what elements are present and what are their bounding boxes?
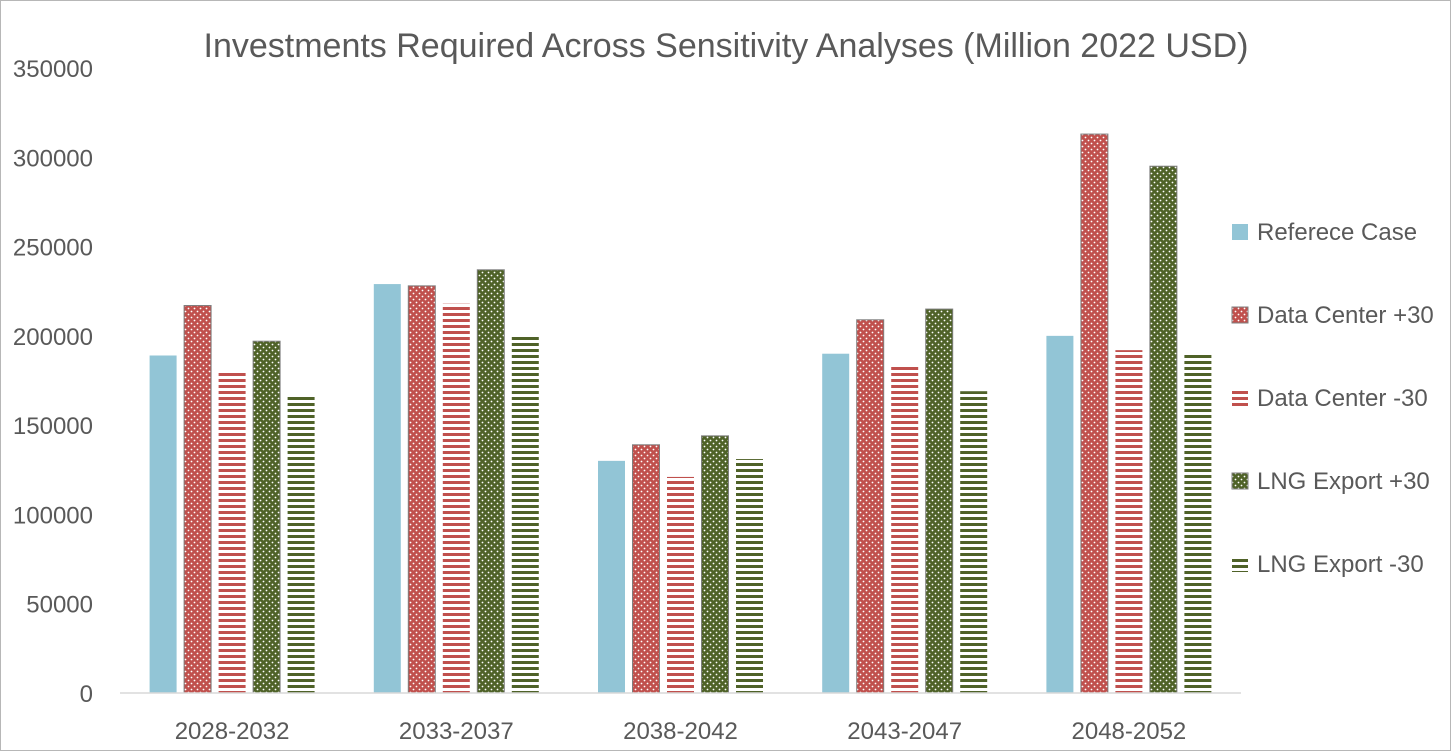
bar-lng-export-30-2028-2032: [252, 340, 281, 694]
bar-data-center-30-2033-2037: [442, 303, 470, 693]
legend-label-lng-export-30: LNG Export +30: [1257, 468, 1430, 495]
legend: Referece Case Data Center +30 Data Center …: [1231, 219, 1434, 578]
bar-data-center-30-2028-2032: [183, 305, 212, 694]
bar-referece-case-2043-2047: [822, 353, 850, 693]
legend-swatch-lng-export-30: [1232, 556, 1248, 572]
y-tick-label: 50000: [26, 592, 93, 619]
y-tick-label: 200000: [13, 324, 93, 351]
y-tick-label: 350000: [13, 56, 93, 83]
chart-title: Investments Required Across Sensitivity …: [204, 27, 1249, 65]
x-tick-label: 2043-2047: [847, 718, 962, 745]
bar-lng-export-30-2038-2042: [736, 459, 763, 693]
y-tick-label: 300000: [13, 145, 93, 172]
legend-swatch-lng-export-30: [1231, 472, 1249, 490]
bar-series: [149, 133, 1212, 694]
legend-swatch-data-center-30: [1231, 306, 1249, 324]
bar-data-center-30-2028-2032: [218, 371, 246, 693]
bar-data-center-30-2033-2037: [407, 285, 436, 694]
bar-referece-case-2033-2037: [373, 284, 401, 693]
y-tick-label: 0: [80, 681, 93, 708]
bar-lng-export-30-2043-2047: [960, 391, 988, 693]
legend-label-referece-case: Referece Case: [1257, 219, 1417, 246]
bar-lng-export-30-2043-2047: [925, 308, 954, 694]
bar-lng-export-30-2033-2037: [476, 269, 505, 694]
x-tick-label: 2033-2037: [399, 718, 514, 745]
x-tick-label: 2028-2032: [175, 718, 290, 745]
x-axis-tick-labels: 2028-2032 2033-2037 2038-2042 2043-2047 2048…: [175, 718, 1187, 745]
bar-referece-case-2038-2042: [598, 460, 625, 693]
bar-lng-export-30-2048-2052: [1149, 165, 1178, 694]
legend-swatch-data-center-30: [1232, 390, 1248, 406]
bar-lng-export-30-2038-2042: [701, 435, 729, 694]
x-tick-label: 2038-2042: [623, 718, 738, 745]
bar-data-center-30-2038-2042: [667, 476, 694, 693]
legend-swatch-referece-case: [1232, 224, 1248, 240]
legend-label-lng-export-30: LNG Export -30: [1257, 551, 1424, 578]
bar-referece-case-2048-2052: [1046, 335, 1074, 693]
y-axis-tick-labels: 0 50000 100000 150000 200000 250000 300000 3500…: [13, 56, 93, 708]
bar-data-center-30-2043-2047: [856, 319, 885, 694]
bar-referece-case-2028-2032: [149, 355, 177, 693]
bar-lng-export-30-2033-2037: [511, 334, 539, 693]
x-tick-label: 2048-2052: [1072, 718, 1187, 745]
legend-label-data-center-30: Data Center +30: [1257, 302, 1434, 329]
bar-lng-export-30-2028-2032: [287, 396, 315, 693]
bar-data-center-30-2038-2042: [632, 444, 660, 694]
y-tick-label: 100000: [13, 502, 93, 529]
y-tick-label: 150000: [13, 413, 93, 440]
bar-data-center-30-2048-2052: [1080, 133, 1109, 694]
bar-lng-export-30-2048-2052: [1184, 353, 1212, 693]
y-tick-label: 250000: [13, 235, 93, 262]
bar-data-center-30-2048-2052: [1115, 350, 1143, 693]
bar-data-center-30-2043-2047: [891, 366, 919, 693]
legend-label-data-center-30: Data Center -30: [1257, 385, 1428, 412]
